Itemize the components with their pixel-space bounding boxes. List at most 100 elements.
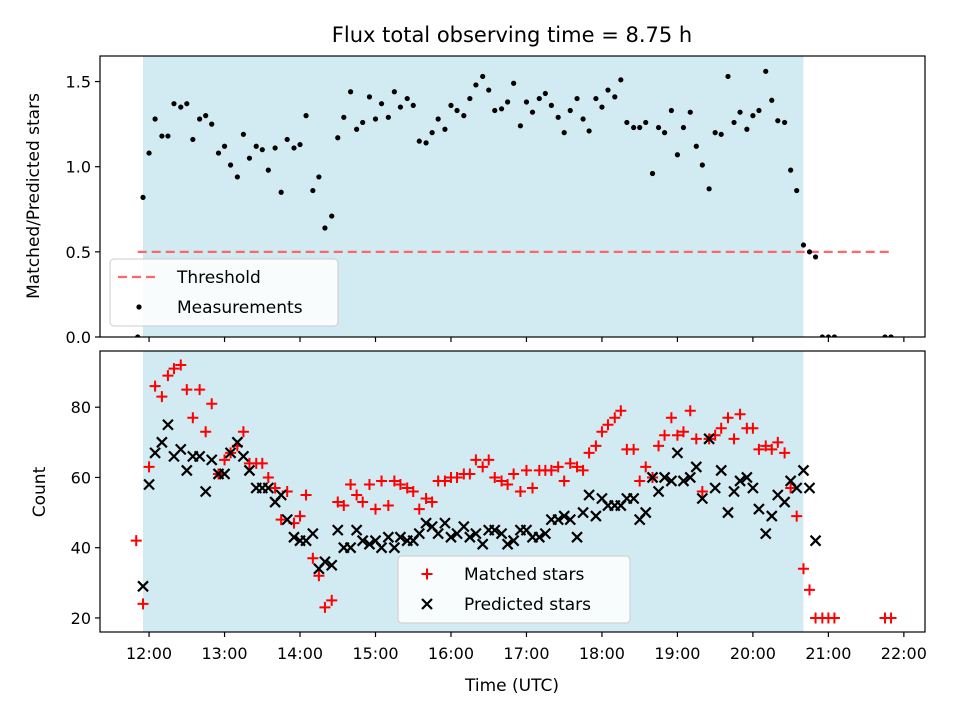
measurement-point bbox=[253, 143, 259, 149]
measurement-point bbox=[467, 95, 473, 102]
predicted-star-point bbox=[420, 517, 432, 529]
measurement-point bbox=[744, 126, 750, 132]
legend-predicted-label: Predicted stars bbox=[464, 595, 591, 615]
measurement-point bbox=[310, 187, 316, 194]
predicted-star-point bbox=[476, 538, 489, 550]
matched-star-point bbox=[269, 482, 281, 494]
measurement-point bbox=[171, 101, 177, 107]
top-y-axis-label: Matched/Predicted stars bbox=[24, 93, 44, 299]
predicted-star-point bbox=[658, 471, 671, 484]
measurement-point bbox=[498, 106, 505, 112]
measurement-point bbox=[800, 242, 807, 248]
top-y-tick-label: 1.0 bbox=[66, 158, 91, 177]
measurement-point bbox=[555, 114, 561, 120]
matched-star-point bbox=[388, 475, 400, 487]
measurement-point bbox=[227, 162, 234, 168]
predicted-star-point bbox=[231, 436, 244, 449]
measurement-point bbox=[448, 102, 454, 108]
matched-star-point bbox=[615, 405, 627, 417]
measurement-point bbox=[699, 162, 705, 168]
measurement-point bbox=[203, 113, 209, 119]
measurement-point bbox=[159, 133, 165, 139]
measurement-point bbox=[442, 126, 448, 132]
matched-star-point bbox=[363, 478, 375, 490]
predicted-star-point bbox=[458, 520, 470, 533]
measurement-point bbox=[529, 109, 536, 115]
matched-star-point bbox=[514, 486, 526, 497]
matched-star-point bbox=[722, 412, 734, 424]
predicted-star-point bbox=[432, 527, 444, 540]
measurement-point bbox=[655, 124, 662, 131]
bottom-axes-frame bbox=[99, 350, 926, 633]
x-tick-label: 18:00 bbox=[579, 644, 625, 663]
chart-title: Flux total observing time = 8.75 h bbox=[332, 23, 692, 47]
measurement-point bbox=[391, 89, 397, 95]
matched-star-point bbox=[552, 461, 564, 473]
measurement-point bbox=[605, 87, 611, 93]
matched-star-point bbox=[262, 471, 274, 483]
measurement-point bbox=[209, 121, 215, 127]
predicted-star-point bbox=[488, 524, 501, 536]
bottom-y-tick-label: 20 bbox=[71, 609, 91, 628]
top-panel: 0.0 0.5 1.0 1.5 Threshold Measurements bbox=[66, 55, 926, 347]
matched-star-point bbox=[772, 436, 784, 448]
predicted-star-point bbox=[445, 531, 457, 543]
measurement-point bbox=[769, 97, 775, 103]
matched-star-point bbox=[206, 398, 218, 410]
bottom-y-tick-label: 60 bbox=[71, 468, 91, 487]
predicted-star-point bbox=[237, 450, 250, 463]
measurement-point bbox=[303, 113, 309, 119]
matched-star-point bbox=[294, 510, 306, 522]
measurement-point bbox=[221, 143, 228, 149]
matched-star-point bbox=[671, 429, 683, 441]
measurement-point bbox=[599, 104, 605, 110]
predicted-star-point bbox=[571, 531, 583, 543]
predicted-star-point bbox=[552, 513, 564, 526]
predicted-star-point bbox=[325, 559, 338, 572]
top-legend: Threshold Measurements bbox=[109, 258, 339, 327]
measurement-point bbox=[378, 101, 385, 107]
matched-star-point bbox=[137, 598, 149, 610]
predicted-star-point bbox=[684, 471, 697, 484]
predicted-star-point bbox=[149, 447, 161, 459]
measurement-point bbox=[643, 119, 649, 126]
measurement-point bbox=[624, 119, 630, 126]
bottom-y-axis-label: Count bbox=[30, 466, 50, 517]
predicted-star-point bbox=[307, 527, 319, 540]
measurement-point bbox=[284, 136, 290, 143]
matched-star-point bbox=[753, 443, 765, 455]
measurement-point bbox=[631, 124, 637, 131]
measurement-point bbox=[763, 68, 769, 74]
matched-star-point bbox=[684, 405, 696, 417]
measurement-point bbox=[259, 147, 265, 153]
x-tick-label: 22:00 bbox=[881, 644, 927, 663]
measurement-point bbox=[693, 143, 699, 149]
predicted-star-point bbox=[224, 447, 237, 459]
bottom-y-tick-label: 80 bbox=[71, 398, 91, 417]
matched-star-point bbox=[828, 612, 840, 624]
predicted-star-point bbox=[677, 475, 690, 487]
predicted-star-point bbox=[703, 433, 715, 445]
predicted-star-point bbox=[765, 510, 778, 522]
matched-star-point bbox=[426, 496, 438, 508]
predicted-star-point bbox=[143, 478, 155, 491]
measurement-point bbox=[397, 104, 404, 110]
measurement-point bbox=[687, 109, 693, 115]
matched-star-point bbox=[747, 422, 759, 434]
predicted-star-point bbox=[363, 538, 376, 550]
legend-measurements-swatch bbox=[136, 304, 142, 310]
matched-star-point bbox=[394, 478, 406, 490]
measurement-point bbox=[561, 130, 567, 136]
predicted-star-point bbox=[356, 534, 369, 547]
matched-star-point bbox=[785, 482, 797, 494]
matched-star-point bbox=[508, 468, 520, 480]
predicted-star-point bbox=[181, 464, 193, 477]
predicted-star-point bbox=[439, 517, 451, 529]
predicted-star-point bbox=[193, 450, 206, 463]
matched-star-point bbox=[376, 475, 388, 487]
measurement-point bbox=[511, 80, 517, 86]
measurement-point bbox=[435, 116, 441, 122]
legend-predicted-swatch bbox=[421, 598, 433, 610]
measurement-point bbox=[234, 174, 240, 180]
